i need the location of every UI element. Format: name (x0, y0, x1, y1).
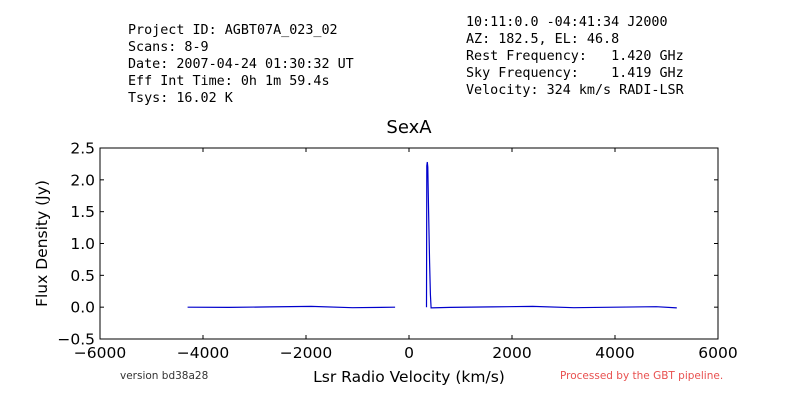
observation-info-right: 10:11:0.0 -04:41:34 J2000 AZ: 182.5, EL: … (466, 14, 684, 99)
observation-info-left: Project ID: AGBT07A_023_02 Scans: 8-9 Date… (128, 22, 354, 107)
y-tick-label: −0.5 (57, 331, 95, 349)
x-tick-label: −4000 (177, 344, 229, 362)
header-line: Tsys: 16.02 K (128, 91, 233, 106)
y-tick-label: 0.5 (70, 267, 95, 285)
header-line: 10:11:0.0 -04:41:34 J2000 (466, 15, 668, 30)
header-line: Date: 2007-04-24 01:30:32 UT (128, 57, 354, 72)
x-tick-label: 6000 (698, 344, 737, 362)
y-tick-label: 1.0 (70, 235, 95, 253)
header-line: Project ID: AGBT07A_023_02 (128, 23, 338, 38)
header-line: Eff Int Time: 0h 1m 59.4s (128, 74, 330, 89)
x-tick-label: −6000 (74, 344, 126, 362)
y-tick-label: 1.5 (70, 203, 95, 221)
header-line: Rest Frequency: 1.420 GHz (466, 49, 684, 64)
pipeline-credit: Processed by the GBT pipeline. (560, 370, 724, 382)
header-line: AZ: 182.5, EL: 46.8 (466, 32, 620, 47)
y-tick-label: 0.0 (70, 299, 95, 317)
header-line: Sky Frequency: 1.419 GHz (466, 66, 684, 81)
x-tick-label: −2000 (280, 344, 332, 362)
y-tick-label: 2.5 (70, 140, 95, 158)
chart-title: SexA (386, 117, 432, 138)
spectrum-line (425, 161, 677, 309)
y-axis-label: Flux Density (Jy) (33, 180, 51, 307)
x-tick-label: 2000 (492, 344, 531, 362)
x-tick-label: 0 (404, 344, 414, 362)
header-line: Scans: 8-9 (128, 40, 209, 55)
y-tick-label: 2.0 (70, 171, 95, 189)
spectrum-line (187, 305, 396, 309)
version-label: version bd38a28 (120, 370, 209, 382)
plot-frame (99, 147, 719, 340)
x-axis-label: Lsr Radio Velocity (km/s) (313, 368, 505, 386)
x-tick-label: 4000 (595, 344, 634, 362)
header-line: Velocity: 324 km/s RADI-LSR (466, 83, 684, 98)
